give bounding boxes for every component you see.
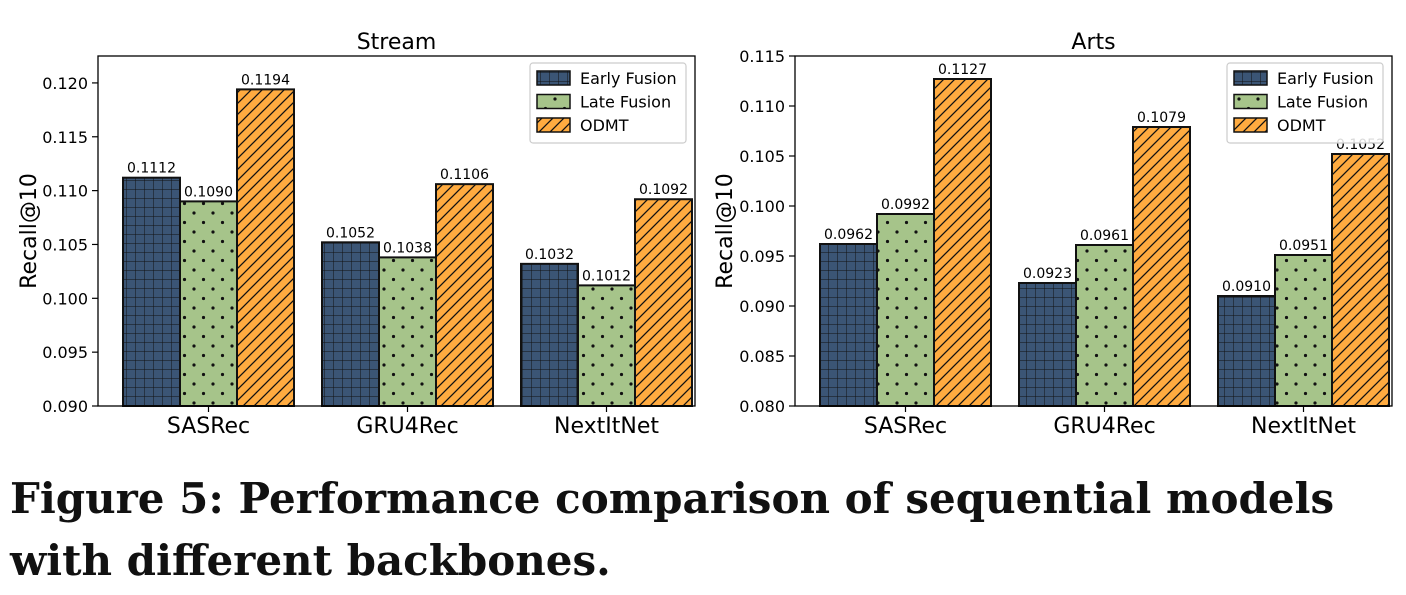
plot-frame xyxy=(97,55,696,407)
x-tick-label: NextItNet xyxy=(554,414,659,439)
x-tick-label: GRU4Rec xyxy=(1053,414,1155,439)
y-tick-label: 0.100 xyxy=(739,197,785,216)
bar-value-label: 0.1194 xyxy=(241,72,290,88)
bar-value-label: 0.1012 xyxy=(582,268,631,284)
legend-swatch-grid xyxy=(536,70,571,86)
bar-value-label: 0.1038 xyxy=(383,240,432,256)
bar-value-label: 0.1112 xyxy=(127,161,176,177)
legend: Early Fusion Late Fusion ODMT xyxy=(1226,62,1384,144)
bar-value-label: 0.1106 xyxy=(440,167,489,183)
x-tick-label: NextItNet xyxy=(1251,414,1356,439)
bar-value-label: 0.1090 xyxy=(184,184,233,200)
charts-figure: StreamRecall@100.0900.0950.1000.1050.110… xyxy=(17,30,1393,439)
bar-value-label: 0.1092 xyxy=(639,182,688,198)
y-tick-label: 0.110 xyxy=(42,182,88,201)
chart-title: Stream xyxy=(357,30,437,55)
legend-swatch-hatch xyxy=(1233,117,1268,133)
bar-value-label: 0.0962 xyxy=(824,227,873,243)
x-tick-label: SASRec xyxy=(864,414,947,439)
legend-label: Early Fusion xyxy=(1277,69,1374,88)
bar-value-label: 0.1079 xyxy=(1137,110,1186,126)
y-tick-label: 0.085 xyxy=(739,347,785,366)
bar-grid-nextitnet xyxy=(1217,295,1276,407)
y-tick-label: 0.110 xyxy=(739,97,785,116)
y-tick-label: 0.100 xyxy=(42,289,88,308)
bar-value-label: 0.0910 xyxy=(1222,279,1271,295)
y-tick-label: 0.080 xyxy=(739,397,785,416)
bar-hatch-sasrec xyxy=(933,78,992,407)
bar-grid-gru4rec xyxy=(1018,282,1077,407)
bar-hatch-nextitnet xyxy=(634,198,693,407)
y-tick-label: 0.105 xyxy=(42,235,88,254)
legend: Early Fusion Late Fusion ODMT xyxy=(529,62,687,144)
y-tick-label: 0.095 xyxy=(42,343,88,362)
bar-value-label: 0.1032 xyxy=(525,247,574,263)
bar-value-label: 0.0951 xyxy=(1279,238,1328,254)
y-axis-label: Recall@10 xyxy=(713,173,738,289)
bar-hatch-sasrec xyxy=(236,88,295,407)
y-tick-label: 0.090 xyxy=(739,297,785,316)
plot-frame xyxy=(794,55,1393,407)
legend-swatch-dots xyxy=(536,93,571,110)
bar-dots-nextitnet xyxy=(577,284,636,407)
bar-grid-sasrec xyxy=(819,243,878,407)
bar-value-label: 0.0961 xyxy=(1080,228,1129,244)
legend-swatch-hatch xyxy=(536,117,571,133)
x-tick-label: SASRec xyxy=(167,414,250,439)
y-tick-label: 0.115 xyxy=(739,47,785,66)
bar-dots-gru4rec xyxy=(1075,244,1134,407)
y-tick-label: 0.115 xyxy=(42,128,88,147)
bar-value-label: 0.0992 xyxy=(881,197,930,213)
bar-dots-sasrec xyxy=(179,200,238,407)
chart-panel-stream: Stream Recall@10 0.090 0.095 0.100 0.105 0.110… xyxy=(17,30,696,439)
y-axis-label: Recall@10 xyxy=(17,173,42,289)
figure-caption: Figure 5: Performance comparison of sequ… xyxy=(10,474,1335,585)
legend-label: Early Fusion xyxy=(580,69,677,88)
legend-swatch-dots xyxy=(1233,93,1268,110)
legend-swatch-grid xyxy=(1233,70,1268,86)
bar-grid-sasrec xyxy=(122,176,181,407)
bar-hatch-nextitnet xyxy=(1331,153,1390,407)
bar-value-label: 0.1127 xyxy=(938,62,987,78)
chart-title: Arts xyxy=(1071,30,1115,55)
y-tick-label: 0.105 xyxy=(739,147,785,166)
bar-value-label: 0.0923 xyxy=(1023,266,1072,282)
chart-panel-arts: Arts Recall@10 0.080 0.085 0.090 0.095 0.100 0.… xyxy=(713,30,1393,439)
legend-label: ODMT xyxy=(1277,116,1326,135)
bar-hatch-gru4rec xyxy=(1132,126,1191,407)
y-tick-label: 0.090 xyxy=(42,397,88,416)
legend-label: Late Fusion xyxy=(580,93,671,112)
bar-grid-gru4rec xyxy=(321,241,380,407)
bar-value-label: 0.1052 xyxy=(326,225,375,241)
legend-label: ODMT xyxy=(580,116,629,135)
bar-dots-sasrec xyxy=(876,213,935,407)
bar-grid-nextitnet xyxy=(520,262,579,407)
bar-dots-nextitnet xyxy=(1274,254,1333,407)
y-tick-label: 0.120 xyxy=(42,74,88,93)
bar-hatch-gru4rec xyxy=(435,183,494,407)
x-tick-label: GRU4Rec xyxy=(356,414,458,439)
legend-label: Late Fusion xyxy=(1277,93,1368,112)
y-tick-label: 0.095 xyxy=(739,247,785,266)
bar-dots-gru4rec xyxy=(378,256,437,407)
